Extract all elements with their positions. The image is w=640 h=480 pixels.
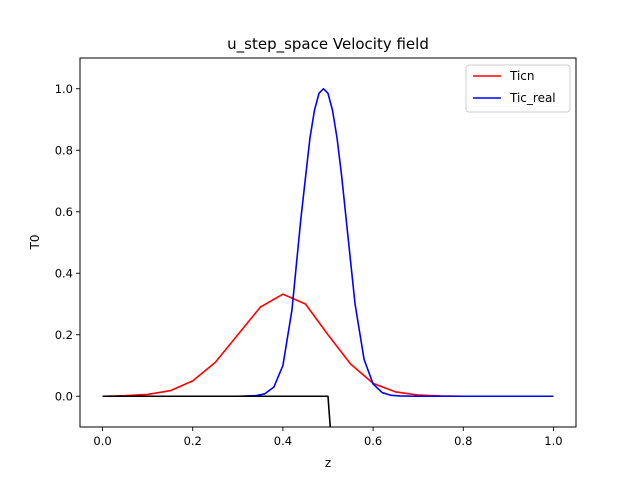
y-axis-label: T0 <box>28 235 42 251</box>
y-axis: 0.0 0.2 0.4 0.6 0.8 1.0 <box>55 82 80 403</box>
x-tick-label: 0.0 <box>93 434 111 448</box>
x-axis-label: z <box>325 456 331 470</box>
x-axis: 0.0 0.2 0.4 0.6 0.8 1.0 <box>93 427 563 448</box>
series-line-1 <box>102 87 554 398</box>
legend: Ticn Tic_real <box>465 64 571 113</box>
y-tick-label: 1.0 <box>55 82 73 96</box>
y-tick-label: 0.2 <box>55 328 73 342</box>
series-line-2 <box>102 395 332 427</box>
legend-label-ticn: Ticn <box>509 69 535 83</box>
series-line-0 <box>102 293 554 398</box>
plot-frame <box>79 57 577 428</box>
y-tick-label: 0.4 <box>55 266 73 280</box>
x-tick-label: 1.0 <box>544 434 562 448</box>
y-tick-label: 0.0 <box>55 389 73 403</box>
series-layer <box>102 87 554 427</box>
x-tick-label: 0.2 <box>184 434 202 448</box>
x-tick-label: 0.6 <box>364 434 382 448</box>
chart-title: u_step_space Velocity field <box>227 35 429 54</box>
y-tick-label: 0.6 <box>55 205 73 219</box>
x-tick-label: 0.4 <box>274 434 292 448</box>
x-tick-label: 0.8 <box>454 434 472 448</box>
legend-label-tic-real: Tic_real <box>509 91 556 105</box>
y-tick-label: 0.8 <box>55 143 73 157</box>
